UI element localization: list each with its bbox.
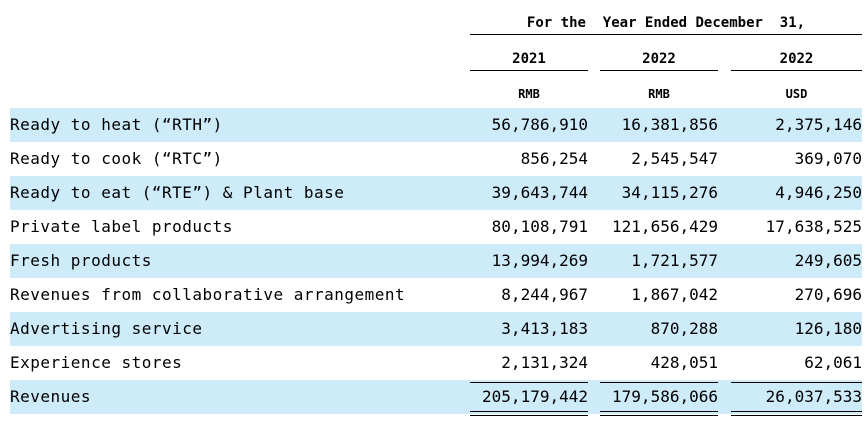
- row-label: Ready to cook (“RTC”): [10, 149, 223, 168]
- double-underline-2021: [470, 411, 588, 416]
- currency-header-usd-2022: USD: [785, 87, 808, 101]
- value-2022-usd: 126,180: [794, 319, 862, 338]
- value-2022-rmb: 428,051: [650, 353, 718, 372]
- year-header-2022-usd: 2022: [731, 48, 862, 71]
- table-row: Fresh products 13,994,269 1,721,577 249,…: [10, 244, 862, 278]
- table-row: Ready to eat (“RTE”) & Plant base 39,643…: [10, 176, 862, 210]
- value-2022-usd: 17,638,525: [765, 217, 862, 236]
- value-2022-usd: 369,070: [794, 149, 862, 168]
- total-2022-usd: 26,037,533: [765, 387, 862, 406]
- value-2022-rmb: 2,545,547: [631, 149, 718, 168]
- currency-header-rmb-2021: RMB: [518, 87, 540, 101]
- value-2022-usd: 62,061: [804, 353, 862, 372]
- row-label: Revenues from collaborative arrangement: [10, 285, 406, 304]
- total-row: Revenues 205,179,442 179,586,066 26,037,…: [10, 380, 862, 416]
- row-label: Experience stores: [10, 353, 183, 372]
- table-row: Ready to heat (“RTH”) 56,786,910 16,381,…: [10, 108, 862, 142]
- row-label: Advertising service: [10, 319, 203, 338]
- year-header-2021: 2021: [470, 48, 588, 71]
- total-label: Revenues: [10, 387, 92, 406]
- value-2022-usd: 2,375,146: [775, 115, 862, 134]
- value-2022-usd: 4,946,250: [775, 183, 862, 202]
- total-rule-2022-rmb: [600, 382, 718, 413]
- value-2021: 13,994,269: [491, 251, 588, 270]
- value-2022-rmb: 34,115,276: [621, 183, 718, 202]
- table-row: Private label products 80,108,791 121,65…: [10, 210, 862, 244]
- value-2021: 3,413,183: [501, 319, 588, 338]
- value-2021: 56,786,910: [491, 115, 588, 134]
- period-header: For the Year Ended December 31,: [470, 12, 862, 35]
- value-2021: 8,244,967: [501, 285, 588, 304]
- table-row: Ready to cook (“RTC”) 856,254 2,545,547 …: [10, 142, 862, 176]
- value-2022-usd: 270,696: [794, 285, 862, 304]
- double-underline-2022-usd: [731, 411, 862, 416]
- currency-header-rmb-2022: RMB: [648, 87, 670, 101]
- year-header-2022-rmb: 2022: [600, 48, 718, 71]
- value-2022-rmb: 1,867,042: [631, 285, 718, 304]
- total-rule-2021: [470, 382, 588, 413]
- table-row: Experience stores 2,131,324 428,051 62,0…: [10, 346, 862, 380]
- total-rule-2022-usd: [731, 382, 862, 413]
- value-2021: 2,131,324: [501, 353, 588, 372]
- value-2022-rmb: 870,288: [650, 319, 718, 338]
- value-2021: 80,108,791: [491, 217, 588, 236]
- total-2022-rmb: 179,586,066: [612, 387, 718, 406]
- row-label: Ready to heat (“RTH”): [10, 115, 223, 134]
- value-2022-usd: 249,605: [794, 251, 862, 270]
- value-2021: 856,254: [520, 149, 588, 168]
- value-2022-rmb: 16,381,856: [621, 115, 718, 134]
- total-2021: 205,179,442: [482, 387, 588, 406]
- value-2021: 39,643,744: [491, 183, 588, 202]
- revenue-table: Ready to heat (“RTH”) 56,786,910 16,381,…: [10, 108, 862, 416]
- value-2022-rmb: 121,656,429: [612, 217, 718, 236]
- row-label: Fresh products: [10, 251, 152, 270]
- table-row: Revenues from collaborative arrangement …: [10, 278, 862, 312]
- value-2022-rmb: 1,721,577: [631, 251, 718, 270]
- row-label: Private label products: [10, 217, 233, 236]
- table-row: Advertising service 3,413,183 870,288 12…: [10, 312, 862, 346]
- row-label: Ready to eat (“RTE”) & Plant base: [10, 183, 345, 202]
- double-underline-2022-rmb: [600, 411, 718, 416]
